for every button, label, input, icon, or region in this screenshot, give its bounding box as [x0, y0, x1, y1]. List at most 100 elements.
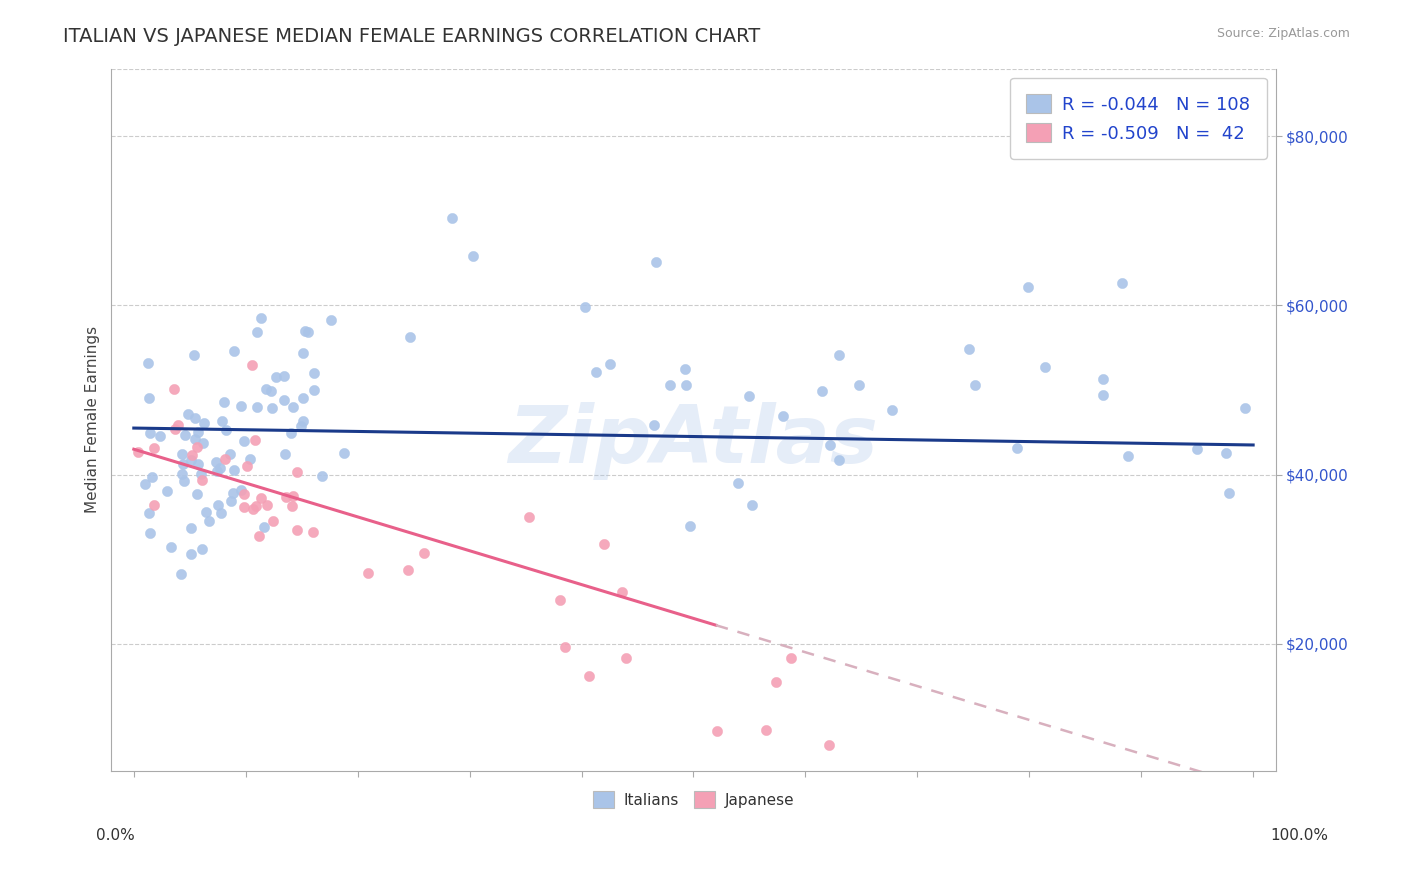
Point [297, 325, 319, 339]
Point [578, 668, 600, 682]
Point [141, 469, 163, 483]
Point [283, 400, 305, 414]
Point [1005, 441, 1028, 455]
Point [963, 378, 986, 392]
Point [180, 449, 202, 463]
Point [440, 211, 463, 225]
Point [193, 436, 215, 450]
Point [612, 585, 634, 599]
Point [1033, 360, 1056, 375]
Point [679, 518, 702, 533]
Point [357, 566, 380, 581]
Point [1017, 280, 1039, 294]
Point [242, 501, 264, 516]
Point [240, 358, 263, 372]
Point [143, 498, 166, 512]
Point [738, 389, 761, 403]
Point [163, 382, 186, 396]
Point [191, 542, 214, 557]
Text: Source: ZipAtlas.com: Source: ZipAtlas.com [1216, 27, 1350, 40]
Point [219, 447, 242, 461]
Point [173, 474, 195, 488]
Point [209, 461, 232, 475]
Point [184, 410, 207, 425]
Point [828, 348, 851, 362]
Point [186, 440, 208, 454]
Point [262, 515, 284, 529]
Point [333, 446, 356, 460]
Point [253, 520, 276, 534]
Point [156, 483, 179, 498]
Y-axis label: Median Female Earnings: Median Female Earnings [86, 326, 100, 513]
Point [882, 403, 904, 417]
Text: ZipAtlas: ZipAtlas [509, 401, 879, 480]
Text: 0.0%: 0.0% [96, 828, 135, 843]
Point [399, 330, 422, 344]
Point [222, 486, 245, 500]
Point [254, 382, 277, 396]
Point [219, 494, 242, 508]
Point [193, 416, 215, 430]
Point [170, 467, 193, 481]
Point [187, 425, 209, 440]
Point [233, 487, 256, 501]
Point [280, 426, 302, 441]
Point [170, 566, 193, 581]
Point [224, 463, 246, 477]
Point [643, 418, 665, 433]
Point [273, 392, 295, 407]
Point [180, 520, 202, 534]
Point [264, 369, 287, 384]
Point [755, 723, 778, 738]
Point [209, 506, 232, 520]
Point [222, 343, 245, 358]
Point [195, 505, 218, 519]
Point [593, 536, 616, 550]
Point [214, 451, 236, 466]
Point [207, 498, 229, 512]
Point [281, 499, 304, 513]
Point [285, 524, 308, 538]
Point [1116, 450, 1139, 464]
Point [173, 428, 195, 442]
Point [1215, 446, 1237, 460]
Point [817, 739, 839, 753]
Point [780, 651, 803, 665]
Point [599, 357, 621, 371]
Point [183, 348, 205, 362]
Point [848, 377, 870, 392]
Point [461, 249, 484, 263]
Point [554, 640, 576, 654]
Point [811, 384, 834, 398]
Point [319, 313, 342, 327]
Point [290, 418, 312, 433]
Point [233, 500, 256, 514]
Point [212, 395, 235, 409]
Point [302, 366, 325, 380]
Point [205, 464, 228, 478]
Point [191, 473, 214, 487]
Point [412, 546, 434, 560]
Point [727, 475, 749, 490]
Point [231, 399, 253, 413]
Text: 100.0%: 100.0% [1271, 828, 1329, 843]
Text: ITALIAN VS JAPANESE MEDIAN FEMALE EARNINGS CORRELATION CHART: ITALIAN VS JAPANESE MEDIAN FEMALE EARNIN… [63, 27, 761, 45]
Point [1091, 388, 1114, 402]
Point [276, 491, 298, 505]
Point [246, 325, 269, 339]
Point [772, 409, 794, 423]
Point [741, 499, 763, 513]
Point [616, 650, 638, 665]
Point [292, 346, 315, 360]
Point [177, 407, 200, 421]
Point [149, 429, 172, 443]
Point [827, 453, 849, 467]
Point [138, 391, 160, 405]
Point [294, 324, 316, 338]
Point [820, 437, 842, 451]
Point [274, 447, 297, 461]
Point [273, 368, 295, 383]
Point [187, 457, 209, 471]
Point [706, 723, 728, 738]
Point [301, 525, 323, 540]
